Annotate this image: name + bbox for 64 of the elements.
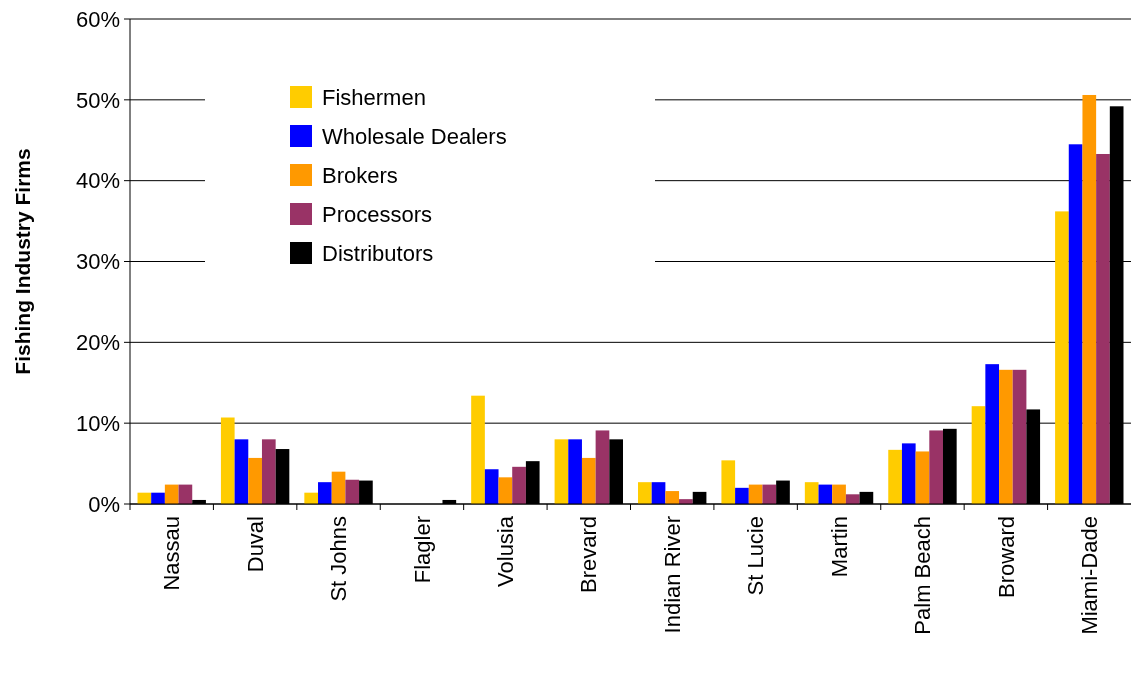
bar [331, 471, 346, 504]
bar [484, 469, 499, 504]
y-tick-label: 50% [75, 87, 120, 113]
x-tick-label: Indian River [659, 516, 685, 634]
x-tick-label: Duval [242, 516, 268, 573]
bar [638, 482, 652, 504]
x-tick-label: Brevard [576, 516, 602, 594]
x-tick-label: Broward [993, 516, 1019, 598]
bar [845, 494, 860, 504]
bar [901, 443, 916, 504]
bar [151, 492, 165, 504]
bar [581, 457, 596, 504]
bar [304, 492, 319, 504]
x-tick-label: Nassau [159, 516, 185, 591]
bar [985, 364, 1000, 504]
bar [735, 487, 749, 504]
bar [665, 491, 680, 504]
bar [498, 477, 513, 504]
bar [1068, 144, 1083, 504]
y-tick-label: 10% [75, 410, 120, 436]
bar [318, 482, 332, 504]
bar [888, 449, 902, 504]
bar [1096, 153, 1110, 504]
x-tick-label: Palm Beach [910, 516, 936, 635]
bar [568, 439, 582, 504]
bar [554, 439, 569, 504]
y-tick-label: 0% [88, 491, 120, 517]
bar [512, 466, 526, 504]
legend-label: Fishermen [322, 84, 426, 110]
bar [721, 460, 736, 504]
bar [999, 369, 1013, 504]
legend-label: Distributors [322, 240, 434, 266]
x-tick-label: Volusia [493, 515, 519, 587]
y-tick-label: 60% [75, 6, 120, 32]
x-tick-label: Martin [826, 516, 852, 578]
bar [832, 484, 846, 504]
legend-label: Wholesale Dealers [322, 123, 507, 149]
bar [345, 479, 360, 504]
legend-label: Brokers [322, 162, 398, 188]
bar [929, 430, 943, 504]
y-tick-label: 30% [75, 249, 120, 275]
bar [471, 395, 485, 504]
bar [234, 439, 249, 504]
bar [762, 484, 777, 504]
bar [1012, 369, 1027, 504]
bar [248, 457, 262, 504]
bar [915, 451, 930, 504]
x-tick-label: St Johns [326, 516, 352, 602]
bar [164, 484, 179, 504]
y-tick-label: 40% [75, 168, 120, 194]
x-tick-label: Flagler [409, 516, 435, 584]
bar [220, 417, 235, 504]
y-tick-label: 20% [75, 330, 120, 356]
legend-label: Processors [322, 201, 433, 227]
bar [261, 439, 276, 504]
bar [1055, 211, 1069, 504]
bar [1082, 94, 1097, 504]
y-axis-title: Fishing Industry Firms [11, 148, 34, 375]
bar [971, 406, 986, 504]
x-tick-label: St Lucie [743, 516, 769, 596]
x-tick-label: Miami-Dade [1076, 516, 1102, 635]
bar [651, 482, 666, 504]
bar [804, 482, 819, 504]
bar [595, 430, 610, 504]
